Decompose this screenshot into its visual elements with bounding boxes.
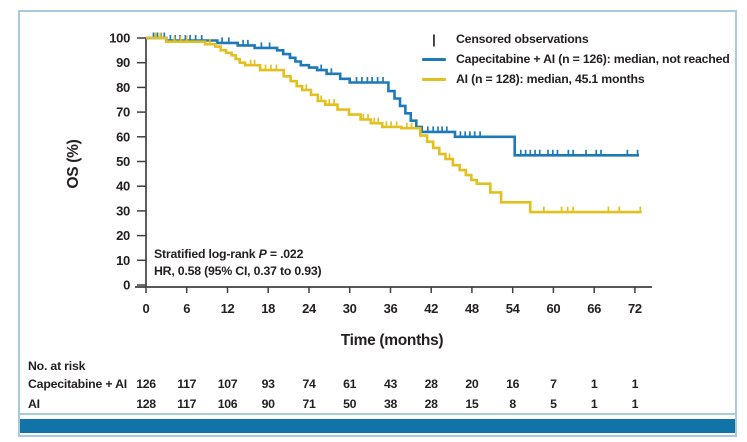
y-tick-label: 60 (116, 129, 130, 144)
legend-item-censored: | Censored observations (418, 29, 730, 49)
x-tick-label: 30 (343, 301, 357, 316)
x-tick-label: 42 (424, 301, 438, 316)
logrank-line: Stratified log-rank P = .022 (154, 247, 304, 261)
risk-row-label-ai: AI (28, 397, 40, 411)
y-tick-label: 10 (116, 253, 130, 268)
risk-value: 107 (217, 377, 238, 391)
risk-value: 28 (424, 397, 438, 411)
risk-value: 38 (383, 397, 398, 411)
x-tick-label: 6 (183, 301, 190, 316)
risk-value: 90 (261, 397, 275, 411)
risk-value: 50 (343, 397, 357, 411)
x-tick-label: 60 (546, 301, 560, 316)
x-axis-title: Time (months) (341, 332, 444, 349)
x-tick-label: 36 (384, 301, 398, 316)
risk-value: 15 (465, 397, 479, 411)
risk-value: 8 (509, 397, 516, 411)
y-tick-label: 40 (116, 179, 130, 194)
y-tick-label: 90 (116, 55, 130, 70)
y-tick-label: 70 (116, 105, 130, 120)
risk-value: 5 (550, 397, 557, 411)
risk-table-title: No. at risk (28, 359, 86, 373)
y-axis-title: OS (%) (65, 139, 82, 188)
y-tick-label: 30 (116, 203, 130, 218)
legend-label-capecitabine-ai: Capecitabine + AI (n = 126): median, not… (456, 52, 730, 66)
risk-value: 106 (217, 397, 238, 411)
legend-item-capecitabine-ai: Capecitabine + AI (n = 126): median, not… (418, 49, 730, 69)
risk-row-label-capecitabine-ai: Capecitabine + AI (28, 377, 127, 391)
risk-value: 7 (550, 377, 557, 391)
x-tick-label: 48 (465, 301, 479, 316)
legend: | Censored observations Capecitabine + A… (418, 29, 730, 89)
legend-label-ai: AI (n = 128): median, 45.1 months (456, 72, 645, 86)
risk-value: 61 (343, 377, 357, 391)
y-tick-label: 20 (116, 228, 130, 243)
risk-value: 1 (631, 397, 639, 411)
risk-value: 71 (302, 397, 316, 411)
risk-value: 74 (302, 377, 316, 391)
km-curve-capecitabine-ai (146, 36, 639, 157)
risk-value: 128 (136, 397, 156, 411)
risk-value: 28 (424, 377, 438, 391)
y-tick-label: 50 (116, 154, 130, 169)
risk-value: 1 (631, 377, 639, 391)
censored-tick-icon: | (432, 31, 436, 47)
km-curve-ai (146, 36, 642, 214)
risk-value: 93 (261, 377, 275, 391)
legend-item-ai: AI (n = 128): median, 45.1 months (418, 69, 730, 89)
risk-value: 16 (506, 377, 520, 391)
footer-divider (20, 413, 735, 415)
risk-value: 117 (177, 397, 197, 411)
x-tick-label: 72 (628, 301, 642, 316)
figure-border-box: OS (%) Time (months) 0 6 12 18 24 30 36 42 48 54 6… (18, 10, 737, 437)
y-tick-label: 80 (116, 80, 130, 95)
legend-label-censored: Censored observations (456, 32, 589, 46)
x-tick-label: 12 (221, 301, 235, 316)
risk-value: 1 (590, 377, 598, 391)
risk-value: 20 (465, 377, 479, 391)
risk-value: 117 (177, 377, 197, 391)
x-tick-label: 18 (261, 301, 275, 316)
x-tick-label: 54 (506, 301, 521, 316)
ai-line-swatch (422, 77, 446, 81)
hazard-ratio-line: HR, 0.58 (95% CI, 0.37 to 0.93) (154, 263, 322, 278)
y-tick-label: 0 (123, 278, 130, 293)
x-tick-label: 66 (587, 301, 601, 316)
risk-value: 1 (590, 397, 598, 411)
y-tick-label: 100 (109, 31, 130, 46)
footer-bar (20, 419, 735, 433)
stats-annotation: Stratified log-rank P = .022 HR, 0.58 (9… (154, 246, 322, 279)
risk-value: 126 (136, 377, 156, 391)
x-tick-label: 24 (302, 301, 317, 316)
capecitabine-ai-line-swatch (422, 57, 446, 61)
x-tick-label: 0 (143, 301, 150, 316)
km-plot: OS (%) Time (months) 0 6 12 18 24 30 36 42 48 54 6… (65, 31, 652, 349)
risk-value: 43 (383, 377, 398, 391)
